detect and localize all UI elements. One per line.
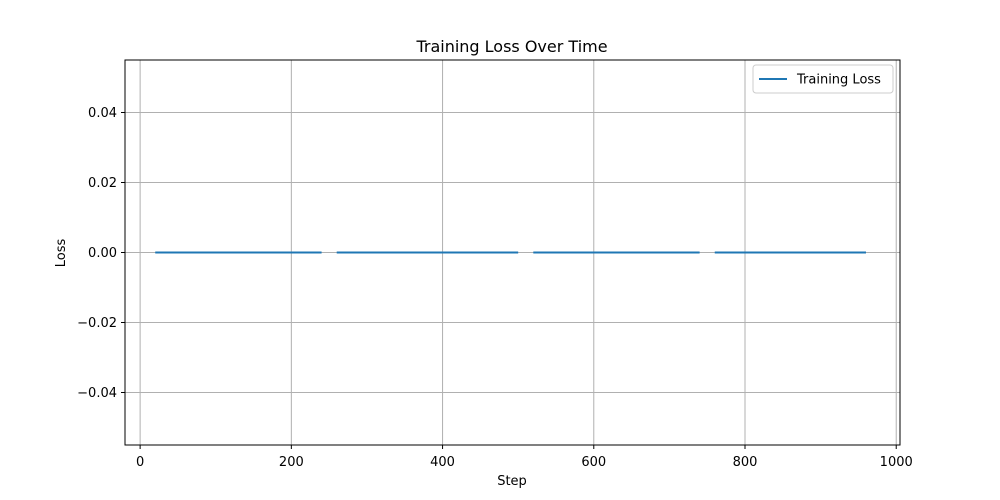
- x-tick-label: 800: [733, 455, 758, 470]
- y-tick-label: 0.02: [88, 176, 117, 191]
- x-tick-label: 400: [430, 455, 455, 470]
- x-tick-label: 600: [581, 455, 606, 470]
- y-tick-label: 0.00: [88, 246, 117, 261]
- x-tick-label: 1000: [880, 455, 913, 470]
- legend: Training Loss: [752, 64, 894, 94]
- legend-label-training-loss: Training Loss: [796, 73, 881, 88]
- y-tick-label: 0.04: [88, 106, 117, 121]
- axis-ticks: 0 200 400 600 800 1000 −0.04 −0.02 0.00 0.02 0.04: [77, 106, 913, 470]
- legend-frame: [752, 64, 894, 94]
- y-axis-label: Loss: [54, 239, 69, 268]
- y-tick-label: −0.02: [77, 316, 117, 331]
- y-tick-label: −0.04: [77, 386, 117, 401]
- x-tick-label: 200: [279, 455, 304, 470]
- x-axis-label: Step: [497, 474, 527, 489]
- x-tick-label: 0: [136, 455, 144, 470]
- chart-title: Training Loss Over Time: [415, 37, 607, 56]
